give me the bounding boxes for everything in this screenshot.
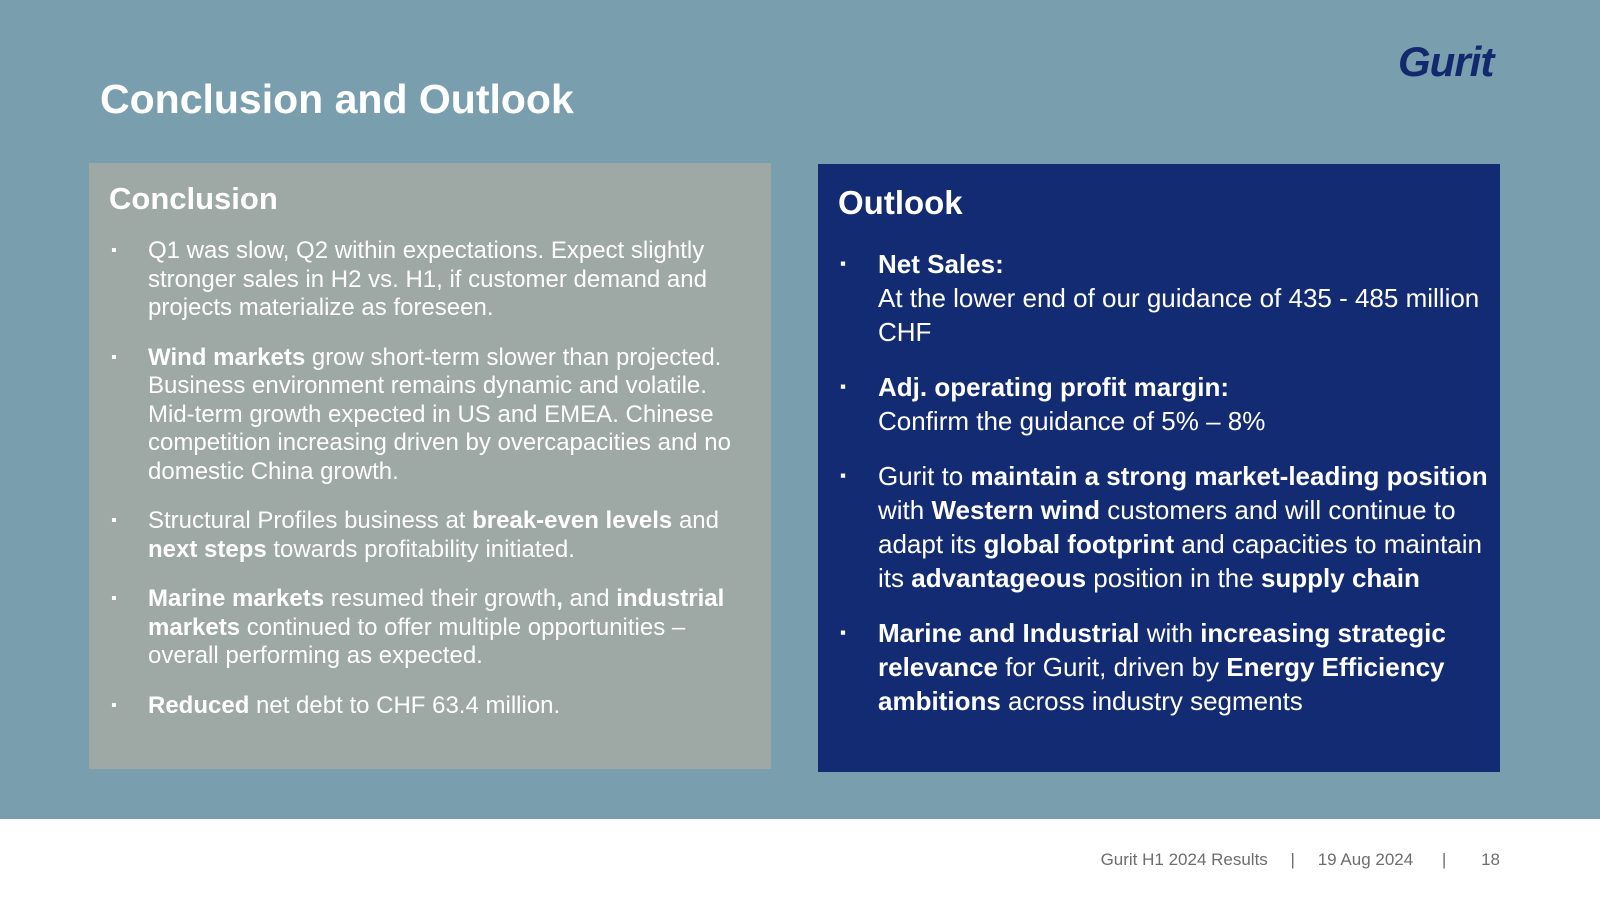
- bullet-marker-icon: ▪: [111, 512, 117, 529]
- conclusion-bullet-item: ▪ Q1 was slow, Q2 within expectations. Ex…: [109, 237, 749, 323]
- bullet-text-bold: next steps: [148, 535, 267, 563]
- bullet-text: across industry segments: [1000, 686, 1303, 716]
- outlook-panel: Outlook ▪ Net Sales: At the lower end of o…: [818, 164, 1500, 772]
- slide-background: Conclusion and Outlook Gurit Conclusion …: [0, 0, 1600, 819]
- bullet-text-bold: Net Sales:: [878, 249, 1004, 279]
- footer-page-number: 18: [1481, 850, 1500, 869]
- bullet-text: Confirm the guidance of 5% – 8%: [878, 406, 1266, 436]
- bullet-text: Q1 was slow, Q2 within expectations. Exp…: [148, 237, 707, 321]
- bullet-text: net debt to CHF 63.4 million.: [249, 691, 561, 719]
- footer-date: 19 Aug 2024: [1317, 850, 1414, 869]
- outlook-bullet-item: ▪ Gurit to maintain a strong market-leadi…: [838, 459, 1488, 595]
- bullet-marker-icon: ▪: [840, 377, 847, 396]
- slide-footer: Gurit H1 2024 Results | 19 Aug 2024 | 18: [1101, 850, 1500, 870]
- bullet-marker-icon: ▪: [840, 254, 847, 273]
- bullet-text: with: [1139, 618, 1201, 648]
- footer-separator: |: [1441, 850, 1447, 869]
- bullet-text-bold: break-even levels: [472, 507, 673, 534]
- outlook-bullet-item: ▪ Net Sales: At the lower end of our guida…: [838, 247, 1488, 349]
- bullet-text-bold: Western wind: [931, 495, 1101, 525]
- bullet-text-bold: increasing strategic relevance: [878, 618, 1446, 682]
- bullet-text: Structural Profiles business at: [148, 507, 473, 534]
- conclusion-list: ▪ Q1 was slow, Q2 within expectations. Ex…: [109, 237, 749, 720]
- bullet-marker-icon: ▪: [840, 623, 847, 642]
- bullet-text-bold: ,: [556, 585, 563, 612]
- bullet-text-bold: maintain a strong market-leading positio…: [970, 461, 1488, 491]
- bullet-text: and: [562, 585, 617, 612]
- bullet-text: customers and will continue to adapt its: [878, 495, 1456, 559]
- bullet-text-bold: industrial markets: [148, 585, 725, 641]
- bullet-text: continued to offer multiple opportunitie…: [148, 613, 686, 670]
- conclusion-panel: Conclusion ▪ Q1 was slow, Q2 within expec…: [89, 163, 771, 769]
- bullet-text: with: [878, 495, 932, 525]
- gurit-logo: Gurit: [1398, 38, 1494, 85]
- bullet-text: for Gurit, driven by: [997, 652, 1227, 682]
- conclusion-bullet-item: ▪ Wind markets grow short-term slower tha…: [109, 344, 749, 487]
- bullet-text: and capacities to maintain its: [878, 529, 1482, 593]
- bullet-text: towards profitability initiated.: [266, 535, 575, 563]
- bullet-text-bold: Wind markets: [148, 343, 306, 371]
- bullet-text-bold: global footprint: [983, 529, 1175, 559]
- bullet-marker-icon: ▪: [840, 466, 847, 485]
- slide-title: Conclusion and Outlook: [100, 76, 574, 122]
- outlook-bullet-item: ▪ Adj. operating profit margin: Confirm th…: [838, 370, 1488, 438]
- bullet-text-bold: Energy Efficiency ambitions: [878, 652, 1445, 716]
- bullet-text: Gurit to: [878, 461, 971, 491]
- bullet-marker-icon: ▪: [111, 696, 117, 714]
- bullet-text: grow short-term slower than projected. B…: [148, 343, 731, 485]
- bullet-text-bold: supply chain: [1260, 563, 1420, 593]
- bullet-marker-icon: ▪: [111, 348, 117, 366]
- bullet-text: resumed their growth: [324, 585, 557, 612]
- bullet-text-bold: Adj. operating profit margin:: [878, 372, 1229, 402]
- bullet-text-bold: Marine markets: [148, 585, 325, 612]
- bullet-text-bold: Reduced: [148, 691, 250, 719]
- bullet-text: and: [672, 507, 719, 534]
- conclusion-bullet-item: ▪ Reduced net debt to CHF 63.4 million.: [109, 692, 749, 721]
- bullet-text-bold: advantageous: [911, 563, 1087, 593]
- bullet-text: position in the: [1086, 563, 1261, 593]
- bullet-marker-icon: ▪: [111, 590, 117, 607]
- outlook-list: ▪ Net Sales: At the lower end of our guida…: [838, 247, 1488, 718]
- outlook-heading: Outlook: [838, 184, 963, 221]
- conclusion-heading: Conclusion: [109, 181, 278, 216]
- bullet-text-bold: Marine and Industrial: [878, 618, 1140, 648]
- bullet-marker-icon: ▪: [111, 242, 117, 259]
- conclusion-bullet-item: ▪ Structural Profiles business at break-e…: [109, 507, 749, 564]
- footer-report-title: Gurit H1 2024 Results: [1100, 850, 1268, 869]
- bullet-text: At the lower end of our guidance of 435 …: [878, 283, 1480, 347]
- conclusion-bullet-item: ▪ Marine markets resumed their growth, an…: [109, 585, 749, 671]
- outlook-bullet-item: ▪ Marine and Industrial with increasing s…: [838, 616, 1488, 718]
- footer-separator: |: [1290, 850, 1295, 869]
